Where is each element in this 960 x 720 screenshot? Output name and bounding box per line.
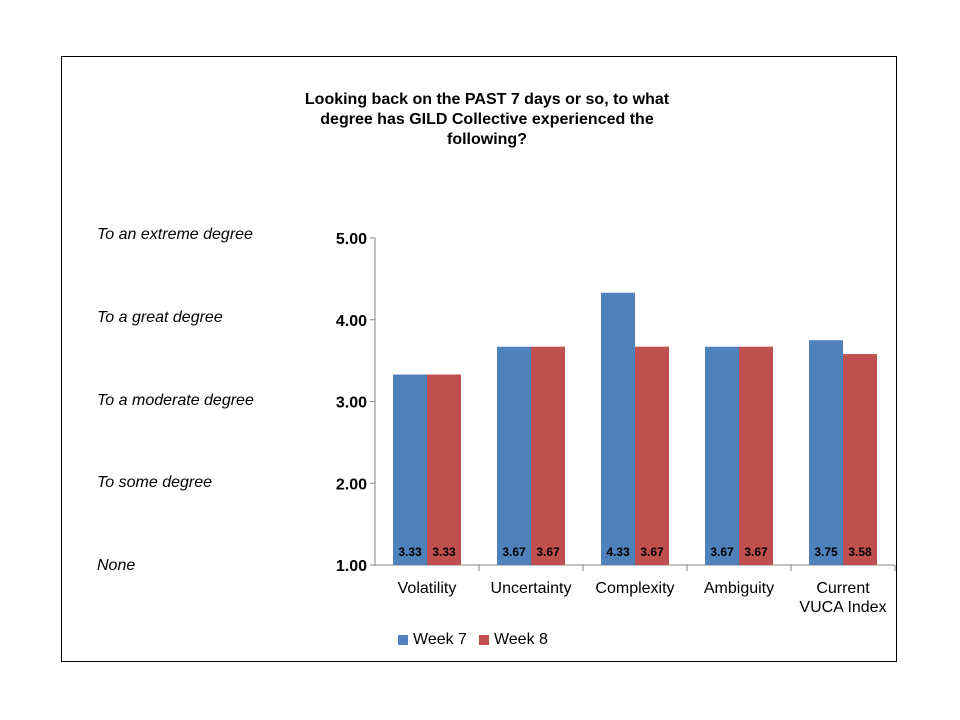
- legend-label-week7: Week 7: [413, 631, 467, 648]
- y-tick-label: 1.00: [336, 558, 367, 575]
- bar: [601, 292, 635, 565]
- data-label: 3.67: [744, 545, 768, 559]
- y-tick-label: 3.00: [336, 395, 367, 412]
- legend-label-week8: Week 8: [493, 631, 548, 648]
- scale-label-great: To a great degree: [97, 309, 223, 326]
- data-label: 4.33: [606, 545, 630, 559]
- bar: [739, 346, 773, 565]
- x-tick-label: Complexity: [595, 580, 674, 597]
- data-label: 3.67: [640, 545, 664, 559]
- chart-title-line-3: following?: [447, 131, 527, 148]
- data-label: 3.33: [398, 545, 422, 559]
- x-tick-label: Volatility: [398, 580, 457, 597]
- x-tick-label: Current: [816, 580, 870, 597]
- x-tick-label: Ambiguity: [704, 580, 774, 597]
- bar: [531, 346, 565, 565]
- bar: [497, 346, 531, 565]
- y-tick-label: 2.00: [336, 476, 367, 493]
- x-tick-label: Uncertainty: [491, 580, 572, 597]
- scale-label-moderate: To a moderate degree: [97, 392, 254, 409]
- data-label: 3.75: [814, 545, 838, 559]
- bar: [705, 346, 739, 565]
- data-label: 3.67: [502, 545, 526, 559]
- data-label: 3.58: [848, 545, 872, 559]
- data-label: 3.67: [710, 545, 734, 559]
- y-tick-label: 5.00: [336, 231, 367, 248]
- scale-label-some: To some degree: [97, 474, 213, 491]
- bar: [393, 374, 427, 565]
- legend-swatch-week7: [398, 635, 408, 645]
- bar: [635, 346, 669, 565]
- bar: [427, 374, 461, 565]
- legend-swatch-week8: [478, 635, 489, 645]
- data-label: 3.67: [536, 545, 560, 559]
- legend: Week 7 Week 8: [398, 631, 548, 649]
- chart-title-line-2: degree has GILD Collective experienced t…: [320, 111, 654, 128]
- data-label: 3.33: [432, 545, 456, 559]
- x-tick-label: VUCA Index: [799, 599, 886, 616]
- scale-label-extreme: To an extreme degree: [97, 226, 253, 243]
- legend-item-week8: Week 8: [478, 631, 548, 649]
- legend-item-week7: Week 7: [398, 631, 467, 649]
- chart-title: Looking back on the PAST 7 days or so, t…: [262, 90, 712, 150]
- bar: [809, 340, 843, 565]
- chart-title-line-1: Looking back on the PAST 7 days or so, t…: [304, 91, 670, 108]
- bar: [843, 354, 877, 565]
- y-tick-label: 4.00: [336, 313, 367, 330]
- scale-label-none: None: [97, 557, 136, 574]
